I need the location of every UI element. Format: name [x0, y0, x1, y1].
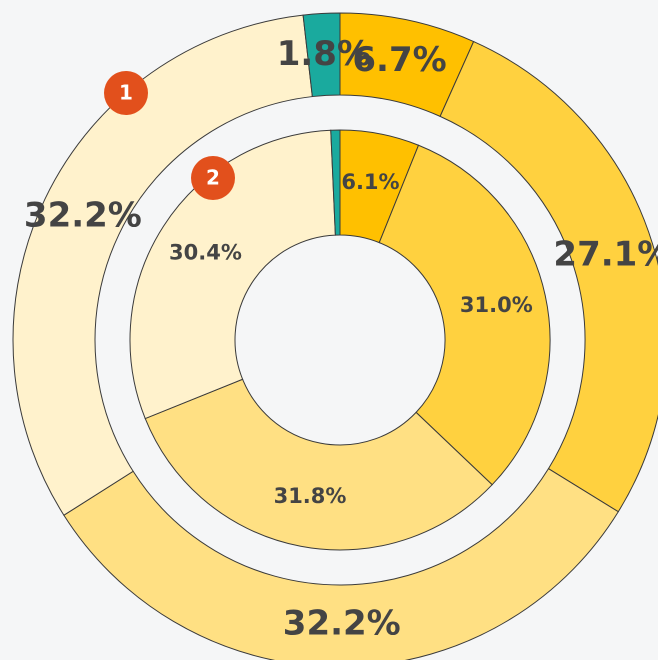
donut-segment [129, 129, 336, 420]
donut-segment [302, 12, 341, 98]
value-label: 1.8% [277, 34, 371, 74]
badge [191, 156, 235, 200]
donut-segment [144, 378, 493, 551]
value-label: 31.8% [274, 484, 347, 508]
value-label: 6.7% [352, 40, 446, 80]
badge-text: 2 [206, 166, 220, 190]
rings [12, 12, 658, 660]
donut-segment [63, 467, 619, 660]
value-label: 30.4% [169, 240, 242, 264]
badge-text: 1 [119, 81, 133, 105]
value-label: 32.2% [24, 196, 142, 236]
value-label: 6.1% [341, 170, 399, 194]
donut-segment [330, 129, 341, 236]
labels: 6.7% 27.1% 32.2% 32.2% 1.8% 6.1% 31.0% 31.8% 30.… [24, 34, 658, 644]
donut-segment [12, 14, 313, 516]
value-label: 31.0% [460, 293, 533, 317]
value-label: 27.1% [553, 235, 658, 275]
donut-segment [439, 40, 658, 513]
value-label: 32.2% [283, 603, 401, 643]
donut-segment [378, 144, 551, 486]
badge [104, 71, 148, 115]
